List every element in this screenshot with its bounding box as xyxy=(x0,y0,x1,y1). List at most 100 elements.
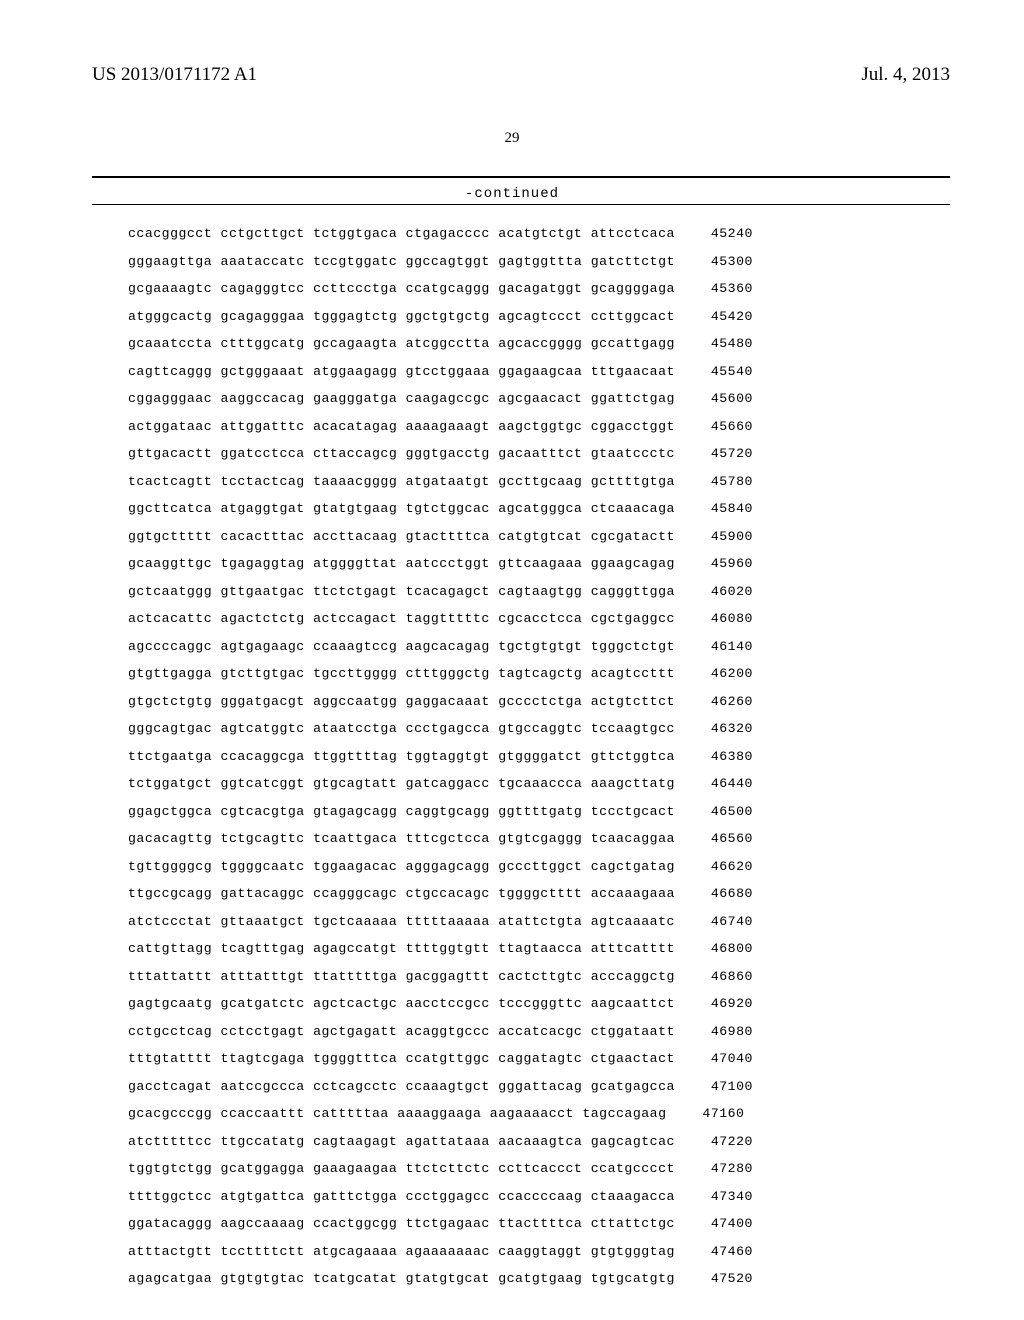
sequence-line: gacctcagat aatccgccca cctcagcctc ccaaagt… xyxy=(128,1073,753,1101)
sequence-text: gagtgcaatg gcatgatctc agctcactgc aacctcc… xyxy=(128,996,675,1011)
sequence-text: tttgtatttt ttagtcgaga tggggtttca ccatgtt… xyxy=(128,1051,675,1066)
sequence-line: actggataac attggatttc acacatagag aaaagaa… xyxy=(128,413,753,441)
sequence-text: gtgttgagga gtcttgtgac tgccttgggg ctttggg… xyxy=(128,666,675,681)
sequence-position: 46800 xyxy=(693,935,753,963)
sequence-position: 46920 xyxy=(693,990,753,1018)
sequence-position: 46020 xyxy=(693,578,753,606)
sequence-line: agccccaggc agtgagaagc ccaaagtccg aagcaca… xyxy=(128,633,753,661)
sequence-position: 45960 xyxy=(693,550,753,578)
sequence-text: ggcttcatca atgaggtgat gtatgtgaag tgtctgg… xyxy=(128,501,675,516)
sequence-line: gggaagttga aaataccatc tccgtggatc ggccagt… xyxy=(128,248,753,276)
sequence-line: gcaaatccta ctttggcatg gccagaagta atcggcc… xyxy=(128,330,753,358)
sequence-line: gacacagttg tctgcagttc tcaattgaca tttcgct… xyxy=(128,825,753,853)
sequence-position: 45240 xyxy=(693,220,753,248)
sequence-text: gggcagtgac agtcatggtc ataatcctga ccctgag… xyxy=(128,721,675,736)
sequence-position: 47100 xyxy=(693,1073,753,1101)
sequence-line: atgggcactg gcagagggaa tgggagtctg ggctgtg… xyxy=(128,303,753,331)
sequence-line: gttgacactt ggatcctcca cttaccagcg gggtgac… xyxy=(128,440,753,468)
sequence-line: gagtgcaatg gcatgatctc agctcactgc aacctcc… xyxy=(128,990,753,1018)
sequence-text: actcacattc agactctctg actccagact taggttt… xyxy=(128,611,675,626)
sequence-position: 46500 xyxy=(693,798,753,826)
sequence-text: tctggatgct ggtcatcggt gtgcagtatt gatcagg… xyxy=(128,776,675,791)
sequence-position: 46080 xyxy=(693,605,753,633)
page-header: US 2013/0171172 A1 Jul. 4, 2013 xyxy=(0,64,1024,86)
patent-number: US 2013/0171172 A1 xyxy=(92,64,257,86)
sequence-text: ttgccgcagg gattacaggc ccagggcagc ctgccac… xyxy=(128,886,675,901)
sequence-text: atctttttcc ttgccatatg cagtaagagt agattat… xyxy=(128,1134,675,1149)
sequence-line: cattgttagg tcagtttgag agagccatgt ttttggt… xyxy=(128,935,753,963)
sequence-position: 45900 xyxy=(693,523,753,551)
page-number: 29 xyxy=(0,130,1024,147)
sequence-text: gacctcagat aatccgccca cctcagcctc ccaaagt… xyxy=(128,1079,675,1094)
sequence-line: gcgaaaagtc cagagggtcc ccttccctga ccatgca… xyxy=(128,275,753,303)
sequence-text: gctcaatggg gttgaatgac ttctctgagt tcacaga… xyxy=(128,584,675,599)
sequence-position: 47520 xyxy=(693,1265,753,1293)
sequence-text: tgttggggcg tggggcaatc tggaagacac agggagc… xyxy=(128,859,675,874)
sequence-line: tttattattt atttatttgt ttatttttga gacggag… xyxy=(128,963,753,991)
sequence-text: gttgacactt ggatcctcca cttaccagcg gggtgac… xyxy=(128,446,675,461)
sequence-position: 47040 xyxy=(693,1045,753,1073)
sequence-text: gtgctctgtg gggatgacgt aggccaatgg gaggaca… xyxy=(128,694,675,709)
sequence-position: 46140 xyxy=(693,633,753,661)
sequence-position: 45540 xyxy=(693,358,753,386)
continued-label: -continued xyxy=(0,186,1024,202)
sequence-text: cagttcaggg gctgggaaat atggaagagg gtcctgg… xyxy=(128,364,675,379)
sequence-text: ttctgaatga ccacaggcga ttggttttag tggtagg… xyxy=(128,749,675,764)
sequence-line: tctggatgct ggtcatcggt gtgcagtatt gatcagg… xyxy=(128,770,753,798)
sequence-position: 45660 xyxy=(693,413,753,441)
sequence-line: tgttggggcg tggggcaatc tggaagacac agggagc… xyxy=(128,853,753,881)
sequence-text: ttttggctcc atgtgattca gatttctgga ccctgga… xyxy=(128,1189,675,1204)
sequence-text: tttattattt atttatttgt ttatttttga gacggag… xyxy=(128,969,675,984)
sequence-position: 45360 xyxy=(693,275,753,303)
sequence-line: cggagggaac aaggccacag gaagggatga caagagc… xyxy=(128,385,753,413)
sequence-line: atctccctat gttaaatgct tgctcaaaaa tttttaa… xyxy=(128,908,753,936)
sequence-text: gcacgcccgg ccaccaattt catttttaa aaaaggaa… xyxy=(128,1106,666,1121)
sequence-text: actggataac attggatttc acacatagag aaaagaa… xyxy=(128,419,675,434)
sequence-position: 46680 xyxy=(693,880,753,908)
sequence-position: 45840 xyxy=(693,495,753,523)
sequence-line: atttactgtt tccttttctt atgcagaaaa agaaaaa… xyxy=(128,1238,753,1266)
sequence-position: 45300 xyxy=(693,248,753,276)
sequence-position: 46980 xyxy=(693,1018,753,1046)
sequence-line: tggtgtctgg gcatggagga gaaagaagaa ttctctt… xyxy=(128,1155,753,1183)
sequence-line: cctgcctcag cctcctgagt agctgagatt acaggtg… xyxy=(128,1018,753,1046)
sequence-position: 45420 xyxy=(693,303,753,331)
sequence-position: 47460 xyxy=(693,1238,753,1266)
sequence-position: 46200 xyxy=(693,660,753,688)
sequence-line: ccacgggcct cctgcttgct tctggtgaca ctgagac… xyxy=(128,220,753,248)
sequence-text: gcaaggttgc tgagaggtag atggggttat aatccct… xyxy=(128,556,675,571)
sequence-text: ggagctggca cgtcacgtga gtagagcagg caggtgc… xyxy=(128,804,675,819)
sequence-position: 46260 xyxy=(693,688,753,716)
sequence-line: tcactcagtt tcctactcag taaaacgggg atgataa… xyxy=(128,468,753,496)
sequence-text: cggagggaac aaggccacag gaagggatga caagagc… xyxy=(128,391,675,406)
sequence-line: gggcagtgac agtcatggtc ataatcctga ccctgag… xyxy=(128,715,753,743)
sequence-position: 46740 xyxy=(693,908,753,936)
sequence-line: gcacgcccgg ccaccaattt catttttaa aaaaggaa… xyxy=(128,1100,753,1128)
rule-top xyxy=(92,176,950,178)
sequence-text: atctccctat gttaaatgct tgctcaaaaa tttttaa… xyxy=(128,914,675,929)
sequence-text: gggaagttga aaataccatc tccgtggatc ggccagt… xyxy=(128,254,675,269)
sequence-line: actcacattc agactctctg actccagact taggttt… xyxy=(128,605,753,633)
sequence-line: gcaaggttgc tgagaggtag atggggttat aatccct… xyxy=(128,550,753,578)
sequence-line: ggtgcttttt cacactttac accttacaag gtacttt… xyxy=(128,523,753,551)
sequence-text: cctgcctcag cctcctgagt agctgagatt acaggtg… xyxy=(128,1024,675,1039)
sequence-text: ggtgcttttt cacactttac accttacaag gtacttt… xyxy=(128,529,675,544)
rule-bottom xyxy=(92,204,950,205)
sequence-position: 45780 xyxy=(693,468,753,496)
sequence-position: 47160 xyxy=(684,1100,744,1128)
sequence-line: ggatacaggg aagccaaaag ccactggcgg ttctgag… xyxy=(128,1210,753,1238)
sequence-line: gctcaatggg gttgaatgac ttctctgagt tcacaga… xyxy=(128,578,753,606)
sequence-line: ttttggctcc atgtgattca gatttctgga ccctgga… xyxy=(128,1183,753,1211)
sequence-text: ccacgggcct cctgcttgct tctggtgaca ctgagac… xyxy=(128,226,675,241)
sequence-text: atttactgtt tccttttctt atgcagaaaa agaaaaa… xyxy=(128,1244,675,1259)
sequence-listing: ccacgggcct cctgcttgct tctggtgaca ctgagac… xyxy=(128,220,753,1293)
sequence-line: agagcatgaa gtgtgtgtac tcatgcatat gtatgtg… xyxy=(128,1265,753,1293)
sequence-position: 45480 xyxy=(693,330,753,358)
sequence-line: gtgttgagga gtcttgtgac tgccttgggg ctttggg… xyxy=(128,660,753,688)
sequence-text: atgggcactg gcagagggaa tgggagtctg ggctgtg… xyxy=(128,309,675,324)
sequence-position: 46440 xyxy=(693,770,753,798)
sequence-line: ttgccgcagg gattacaggc ccagggcagc ctgccac… xyxy=(128,880,753,908)
sequence-text: agccccaggc agtgagaagc ccaaagtccg aagcaca… xyxy=(128,639,675,654)
sequence-line: tttgtatttt ttagtcgaga tggggtttca ccatgtt… xyxy=(128,1045,753,1073)
sequence-position: 45720 xyxy=(693,440,753,468)
